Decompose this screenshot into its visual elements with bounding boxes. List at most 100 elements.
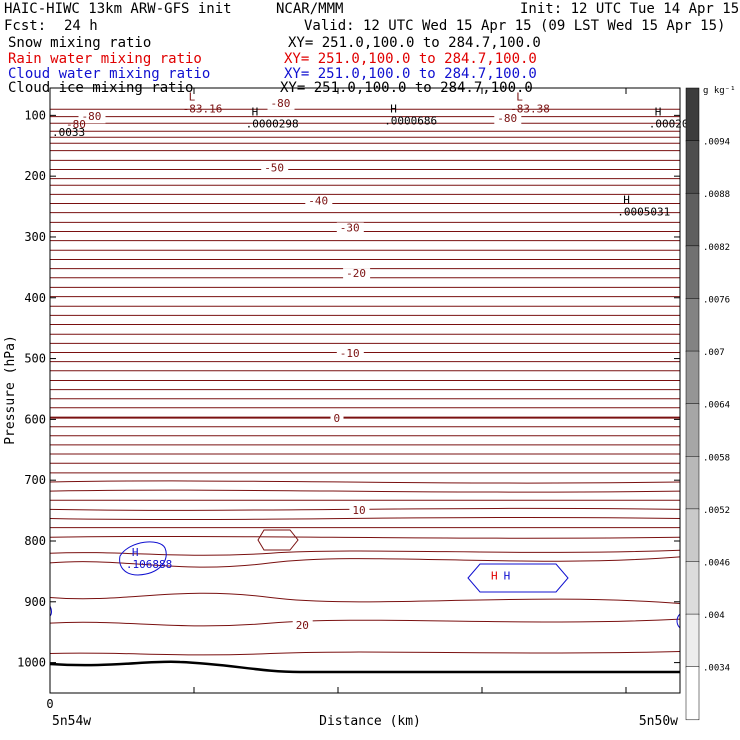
contour-label: 20: [296, 619, 309, 632]
temperature-contour: [49, 556, 681, 568]
colorbar-unit: g kg⁻¹: [703, 86, 736, 96]
init-time: Init: 12 UTC Tue 14 Apr 15: [520, 1, 740, 17]
colorbar-swatch: [685, 666, 700, 721]
field-rain-xy: XY= 251.0,100.0 to 284.7,100.0: [284, 51, 537, 67]
y-tick-label: 700: [24, 473, 46, 487]
colorbar-swatch: [685, 192, 700, 247]
extremum-mark: L: [516, 90, 523, 103]
contour-label: 10: [352, 504, 365, 517]
y-tick-label: 800: [24, 534, 46, 548]
colorbar-tick-label: .0076: [703, 295, 730, 305]
contour-label-bg: [330, 412, 344, 425]
left-edge-value: .0033: [52, 126, 85, 139]
temperature-contour: [49, 286, 681, 289]
org: NCAR/MMM: [276, 1, 344, 17]
contour-label: 0: [334, 412, 341, 425]
temperature-contour: [49, 425, 681, 428]
contour-label-bg: [305, 195, 333, 208]
field-cloud-water-xy: XY= 251.0,100.0 to 284.7,100.0: [284, 66, 537, 82]
temperature-contours: [49, 108, 681, 656]
temperature-contour: [49, 379, 681, 382]
extremum-mark: H: [623, 193, 630, 206]
colorbar-tick-label: .0094: [703, 138, 730, 148]
feature-contours: [49, 529, 681, 674]
colorbar: .0094 .0088 .0082 .0076 .007 .0064 .0058 .0052.…: [685, 87, 730, 721]
temperature-contour: [49, 184, 681, 187]
extremum-value: -83.16: [183, 102, 223, 115]
contour-label-bg: [336, 222, 364, 235]
y-tick-label: 200: [24, 169, 46, 183]
temperature-contour: [49, 462, 681, 465]
extremum-mark: H: [390, 103, 397, 116]
temperature-contour: [49, 168, 681, 171]
temperature-contour: [49, 369, 681, 372]
field-snow-xy: XY= 251.0,100.0 to 284.7,100.0: [288, 35, 541, 51]
colorbar-swatch: [685, 561, 700, 615]
colorbar-tick-label: .0064: [703, 401, 730, 411]
extremum-value: -83.38: [510, 102, 550, 115]
temperature-contour: [49, 507, 681, 511]
y-tick-label: 500: [24, 352, 46, 366]
temperature-contour: [49, 159, 681, 162]
field-cloud-water: Cloud water mixing ratio: [8, 66, 211, 82]
temperature-contour: [49, 480, 681, 484]
colorbar-swatch: [685, 508, 700, 563]
contour-label-bg: [261, 162, 289, 175]
field-snow: Snow mixing ratio: [8, 35, 152, 51]
colorbar-tick-label: .0034: [703, 664, 730, 674]
colorbar-swatch: [685, 613, 700, 668]
field-rain: Rain water mixing ratio: [8, 51, 202, 67]
colorbar-swatch: [685, 298, 700, 352]
colorbar-tick-label: .0046: [703, 558, 730, 568]
contour-label: -30: [340, 221, 360, 234]
colorbar-swatch: [685, 403, 700, 458]
contour-label-bg: [349, 505, 370, 518]
extremum-value: .0005031: [617, 205, 670, 218]
temperature-contour: [49, 406, 681, 409]
colorbar-swatch: [685, 456, 700, 510]
temperature-contour: [49, 142, 681, 145]
y-tick-label: 300: [24, 230, 46, 244]
extremum-mark: H: [504, 570, 511, 583]
colorbar-swatch: [685, 350, 700, 405]
temperature-contour: [49, 516, 681, 521]
contour-label-bg: [292, 620, 313, 633]
colorbar-swatch: [685, 87, 700, 142]
temperature-contour: [49, 592, 681, 604]
extrema-markers: L-83.16L-83.38H.0000298H.0000686H.00020H…: [126, 90, 689, 582]
temperature-contour: [49, 305, 681, 308]
temperature-contour: [49, 149, 681, 152]
colorbar-swatch: [685, 140, 700, 194]
temperature-contour: [49, 388, 681, 391]
x-tick-zero: 0: [46, 697, 53, 711]
temperature-contour: [49, 130, 681, 133]
contour-label: -20: [346, 267, 366, 280]
contour-label: -80: [82, 110, 102, 123]
temperature-contour: [49, 115, 681, 118]
contour-label: -50: [264, 161, 284, 174]
y-tick-label: 400: [24, 291, 46, 305]
colorbar-tick-label: .007: [703, 348, 725, 358]
valid-time: Valid: 12 UTC Wed 15 Apr 15 (09 LST Wed …: [304, 18, 726, 34]
temperature-contour: [49, 489, 681, 493]
temperature-contour: [49, 549, 681, 556]
temperature-contour: [49, 342, 681, 345]
temperature-contour: [49, 360, 681, 363]
colorbar-swatch: [685, 245, 700, 300]
colorbar-tick-label: .0058: [703, 453, 730, 463]
contour-label-bg: [336, 347, 364, 360]
contour-labels: -80 -80 -80 -50 -40 -30 -20 -10 0 10 20: [78, 97, 522, 633]
warm-pocket-contour: [257, 529, 299, 551]
colorbar-tick-label: .0082: [703, 243, 730, 253]
y-tick-label: 1000: [17, 656, 46, 670]
left-edge-contour-label: -80: [66, 118, 86, 131]
temperature-contour: [49, 267, 681, 270]
x-axis-title: Distance (km): [319, 714, 421, 729]
temperature-contour: [49, 258, 681, 261]
contour-label: -40: [308, 195, 328, 208]
contour-label-bg: [343, 268, 371, 281]
colorbar-tick-label: .0052: [703, 506, 730, 516]
extremum-mark: H: [132, 546, 139, 559]
